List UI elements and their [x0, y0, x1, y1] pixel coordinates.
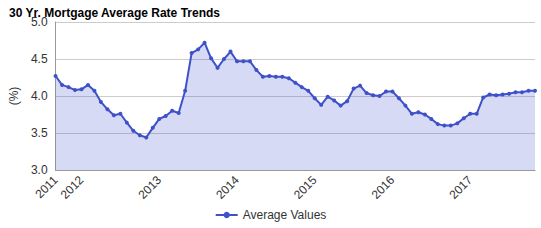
svg-text:4.0: 4.0: [31, 89, 48, 103]
svg-text:Average Values: Average Values: [243, 208, 327, 222]
svg-text:2013: 2013: [135, 173, 164, 202]
svg-text:2011: 2011: [32, 173, 60, 201]
svg-text:2014: 2014: [213, 173, 242, 202]
svg-text:3.0: 3.0: [31, 163, 48, 177]
svg-text:2016: 2016: [369, 173, 398, 202]
svg-text:2017: 2017: [446, 173, 475, 202]
svg-text:30 Yr. Mortgage Average Rate T: 30 Yr. Mortgage Average Rate Trends: [9, 6, 220, 20]
svg-text:(%): (%): [7, 87, 21, 106]
svg-text:3.5: 3.5: [31, 126, 48, 140]
svg-text:2012: 2012: [58, 173, 87, 202]
svg-text:5.0: 5.0: [30, 15, 48, 29]
svg-text:4.5: 4.5: [31, 52, 48, 66]
svg-text:2015: 2015: [291, 173, 320, 202]
